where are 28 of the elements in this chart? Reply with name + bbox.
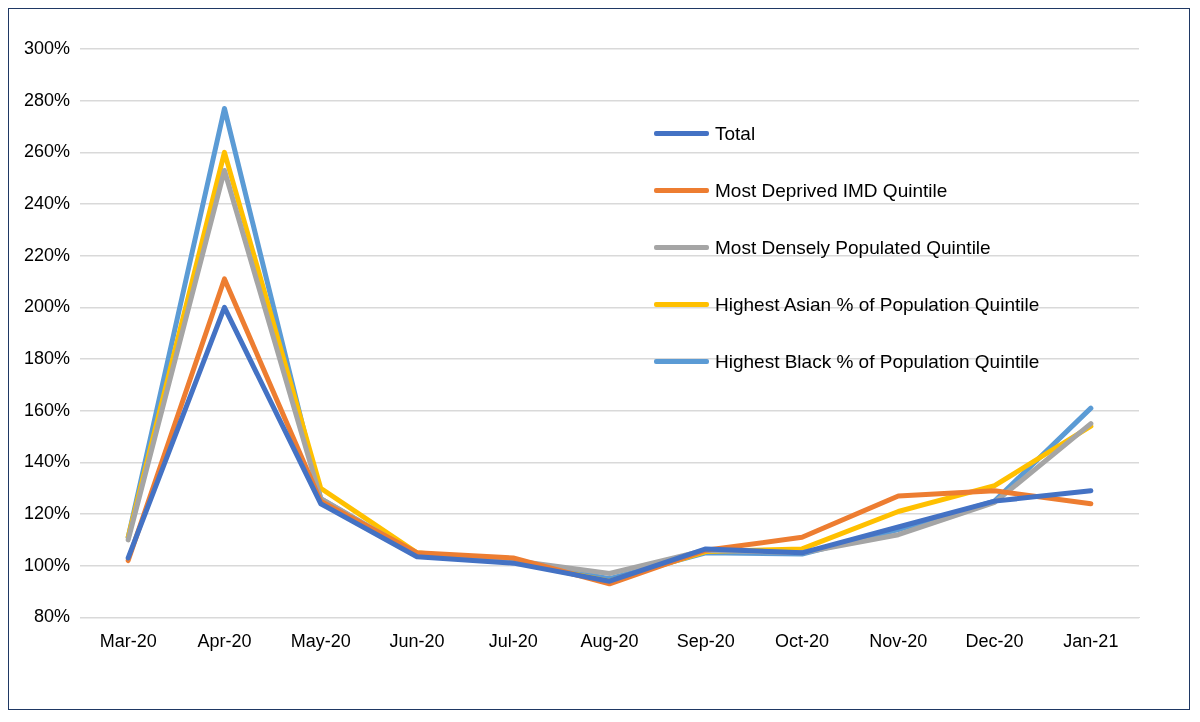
y-tick-label: 160% xyxy=(23,399,71,420)
legend-label: Most Densely Populated Quintile xyxy=(715,236,991,259)
legend-label: Highest Asian % of Population Quintile xyxy=(715,293,1040,316)
y-tick-label: 200% xyxy=(23,296,71,317)
x-tick-label: Jan-21 xyxy=(1063,631,1119,652)
legend-label: Highest Black % of Population Quintile xyxy=(715,350,1040,373)
x-tick-label: Apr-20 xyxy=(197,631,252,652)
y-tick-label: 260% xyxy=(23,141,71,162)
x-tick-label: Oct-20 xyxy=(775,631,830,652)
y-tick-label: 180% xyxy=(23,348,71,369)
x-tick-label: Mar-20 xyxy=(99,631,157,652)
x-tick-label: Aug-20 xyxy=(580,631,639,652)
y-tick-label: 140% xyxy=(23,451,71,472)
x-tick-label: Jun-20 xyxy=(389,631,445,652)
y-tick-label: 220% xyxy=(23,244,71,265)
y-tick-label: 300% xyxy=(23,37,71,58)
y-tick-label: 240% xyxy=(23,192,71,213)
legend-label: Total xyxy=(715,122,756,145)
y-tick-label: 100% xyxy=(23,554,71,575)
legend-label: Most Deprived IMD Quintile xyxy=(715,179,948,202)
y-tick-label: 80% xyxy=(34,606,71,627)
x-tick-label: Dec-20 xyxy=(965,631,1024,652)
y-tick-label: 280% xyxy=(23,89,71,110)
x-tick-label: Nov-20 xyxy=(869,631,928,652)
x-tick-label: Jul-20 xyxy=(488,631,538,652)
x-tick-label: Sep-20 xyxy=(676,631,735,652)
y-tick-label: 120% xyxy=(23,503,71,524)
x-tick-label: May-20 xyxy=(290,631,351,652)
